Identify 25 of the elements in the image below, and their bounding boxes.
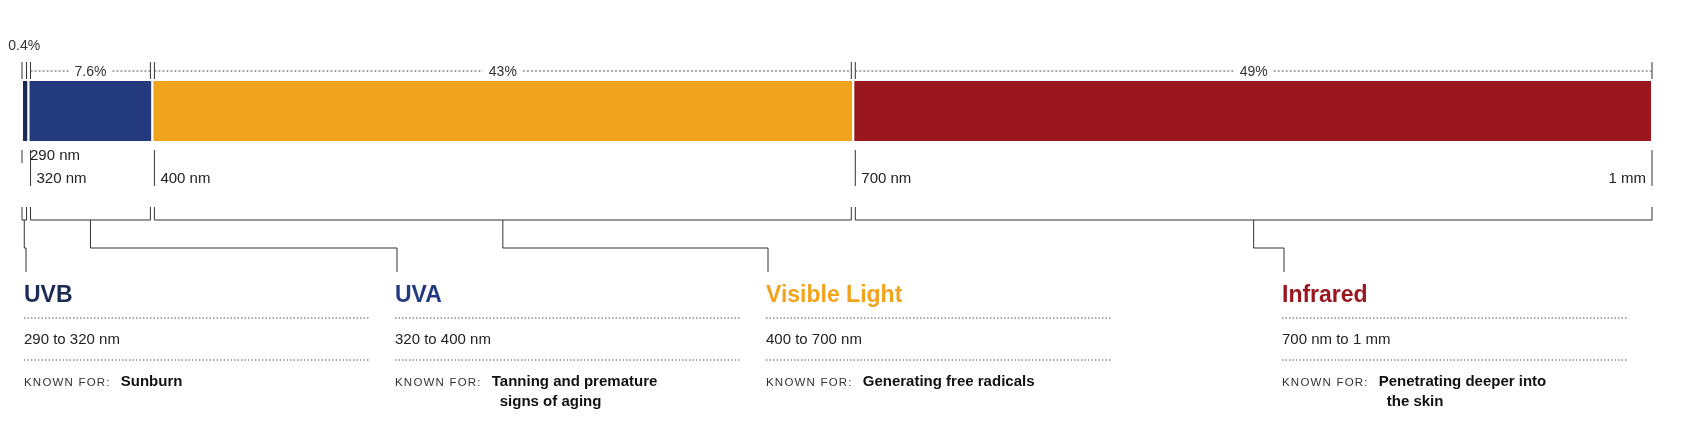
text: 700 nm	[861, 169, 912, 186]
text: Penetrating deeper into the skin	[1378, 372, 1547, 409]
text: 400 to 700 nm	[766, 330, 862, 347]
data-label: 0.4%	[8, 37, 41, 53]
text: Generating free radicals	[862, 372, 1035, 389]
text: 1 mm	[1608, 169, 1646, 186]
text: 290 to 320 nm	[24, 330, 120, 347]
data-label: 7.6%	[74, 63, 107, 79]
data-label: 49%	[1239, 63, 1268, 79]
text: KNOWN FOR:	[395, 376, 482, 388]
text: UVB	[24, 281, 73, 307]
text: KNOWN FOR:	[1282, 376, 1369, 388]
text: KNOWN FOR:	[766, 376, 853, 388]
text: Tanning and premature signs of aging	[491, 372, 658, 409]
text: 700 nm to 1 mm	[1282, 330, 1391, 347]
text: 320 to 400 nm	[395, 330, 491, 347]
text: Sunburn	[120, 372, 183, 389]
text: 400 nm	[160, 169, 211, 186]
text: 320 nm	[36, 169, 87, 186]
text: Infrared	[1282, 281, 1368, 307]
text: 290 nm	[30, 146, 81, 163]
data-label: 43%	[488, 63, 517, 79]
text: KNOWN FOR:	[24, 376, 111, 388]
text: UVA	[395, 281, 442, 307]
text: Visible Light	[766, 281, 903, 307]
